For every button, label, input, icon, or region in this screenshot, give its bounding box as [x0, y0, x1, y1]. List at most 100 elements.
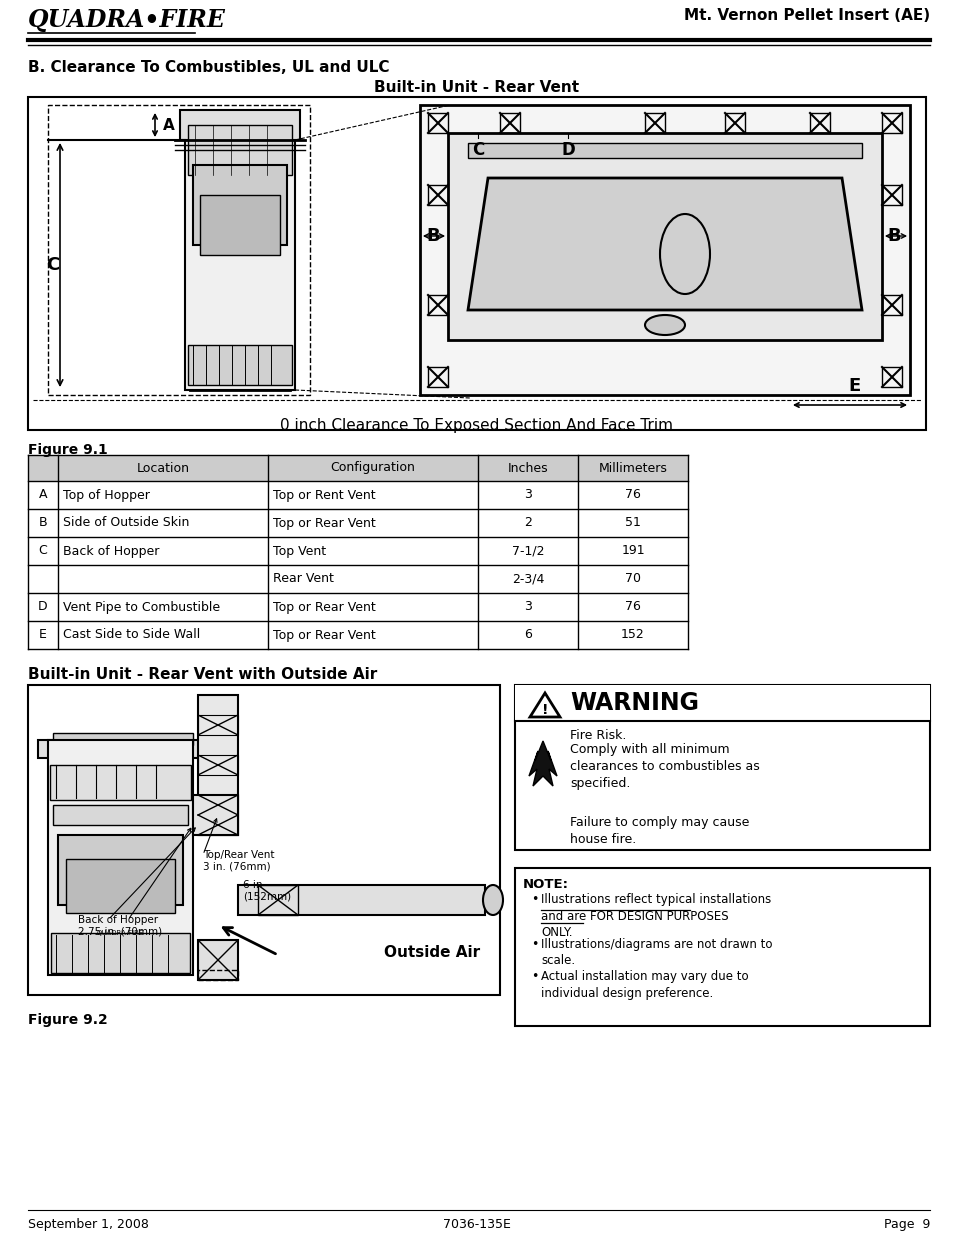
- Bar: [515, 685, 929, 721]
- Text: Illustrations/diagrams are not drawn to
scale.: Illustrations/diagrams are not drawn to …: [540, 939, 772, 967]
- Text: Location: Location: [136, 462, 190, 474]
- Text: 51: 51: [624, 516, 640, 530]
- Text: Millimeters: Millimeters: [598, 462, 667, 474]
- Bar: [193, 795, 237, 835]
- Text: Top or Rear Vent: Top or Rear Vent: [273, 516, 375, 530]
- Bar: [499, 112, 519, 133]
- Text: Top of Hopper: Top of Hopper: [63, 489, 150, 501]
- Bar: [28, 593, 687, 621]
- Bar: [515, 868, 929, 1026]
- Text: Inches: Inches: [507, 462, 548, 474]
- Bar: [50, 764, 191, 800]
- Bar: [198, 695, 237, 835]
- Bar: [882, 185, 901, 205]
- Bar: [53, 734, 193, 745]
- Text: A: A: [39, 489, 48, 501]
- Text: B. Clearance To Combustibles, UL and ULC: B. Clearance To Combustibles, UL and ULC: [28, 61, 389, 75]
- Text: Rear Vent: Rear Vent: [273, 573, 334, 585]
- Bar: [58, 835, 183, 905]
- Bar: [28, 509, 687, 537]
- Text: C: C: [46, 256, 59, 274]
- Text: WARNING: WARNING: [569, 692, 699, 715]
- Bar: [180, 110, 299, 140]
- Polygon shape: [468, 178, 862, 310]
- Bar: [28, 98, 925, 430]
- Bar: [188, 345, 292, 385]
- Text: Figure 9.2: Figure 9.2: [28, 1013, 108, 1028]
- Bar: [28, 454, 687, 480]
- Bar: [198, 969, 237, 981]
- Text: 7-1/2: 7-1/2: [511, 545, 543, 557]
- Text: •: •: [531, 939, 537, 951]
- Bar: [428, 295, 448, 315]
- Bar: [198, 940, 237, 981]
- Bar: [28, 685, 499, 995]
- Bar: [644, 112, 664, 133]
- Text: 70: 70: [624, 573, 640, 585]
- Text: 3: 3: [523, 600, 532, 614]
- Text: Outside Air: Outside Air: [383, 945, 479, 960]
- Text: E: E: [848, 377, 861, 395]
- Bar: [188, 125, 292, 175]
- Text: 6: 6: [523, 629, 532, 641]
- Text: Fire Risk.: Fire Risk.: [569, 729, 626, 742]
- Bar: [198, 755, 237, 776]
- Text: Configuration: Configuration: [331, 462, 415, 474]
- Text: 6 in
(152mm): 6 in (152mm): [243, 881, 291, 902]
- Text: 76: 76: [624, 489, 640, 501]
- Bar: [724, 112, 744, 133]
- Bar: [38, 740, 208, 758]
- Text: Top or Rear Vent: Top or Rear Vent: [273, 629, 375, 641]
- Bar: [428, 185, 448, 205]
- Text: Page  9: Page 9: [882, 1218, 929, 1231]
- Text: E: E: [39, 629, 47, 641]
- Bar: [882, 295, 901, 315]
- Bar: [48, 740, 193, 974]
- Bar: [257, 885, 297, 915]
- Bar: [28, 564, 687, 593]
- Bar: [198, 795, 237, 815]
- Text: Side of Outside Skin: Side of Outside Skin: [63, 516, 190, 530]
- Text: C: C: [38, 545, 48, 557]
- Text: Top Vent: Top Vent: [273, 545, 326, 557]
- Text: Built-in Unit - Rear Vent: Built-in Unit - Rear Vent: [374, 80, 579, 95]
- Bar: [882, 367, 901, 387]
- Text: 3: 3: [523, 489, 532, 501]
- Text: Top or Rent Vent: Top or Rent Vent: [273, 489, 375, 501]
- Text: 0 inch Clearance To Exposed Section And Face Trim: 0 inch Clearance To Exposed Section And …: [280, 417, 673, 433]
- Bar: [515, 685, 929, 850]
- Text: Back of Hopper: Back of Hopper: [63, 545, 159, 557]
- Text: 7036-135E: 7036-135E: [442, 1218, 511, 1231]
- Bar: [48, 105, 310, 395]
- Bar: [882, 112, 901, 133]
- Text: QUADRA-FIRE: QUADRA-FIRE: [96, 930, 144, 936]
- Polygon shape: [529, 741, 557, 785]
- Text: 76: 76: [624, 600, 640, 614]
- Bar: [66, 860, 174, 913]
- Bar: [198, 715, 237, 735]
- Bar: [468, 143, 862, 158]
- Bar: [193, 165, 287, 245]
- Polygon shape: [530, 693, 559, 718]
- Text: Back of Hopper
2.75 in. (70mm): Back of Hopper 2.75 in. (70mm): [78, 915, 162, 936]
- Text: 191: 191: [620, 545, 644, 557]
- Text: Built-in Unit - Rear Vent with Outside Air: Built-in Unit - Rear Vent with Outside A…: [28, 667, 376, 682]
- Text: B: B: [886, 227, 900, 245]
- Bar: [419, 105, 909, 395]
- Text: 2: 2: [523, 516, 532, 530]
- Text: D: D: [38, 600, 48, 614]
- Text: B: B: [39, 516, 48, 530]
- Text: Vent Pipe to Combustible: Vent Pipe to Combustible: [63, 600, 220, 614]
- Ellipse shape: [482, 885, 502, 915]
- Text: •: •: [531, 893, 537, 906]
- Text: C: C: [472, 141, 483, 159]
- Text: NOTE:: NOTE:: [522, 878, 568, 890]
- Text: A: A: [163, 117, 174, 132]
- Text: Figure 9.1: Figure 9.1: [28, 443, 108, 457]
- Bar: [198, 815, 237, 835]
- Bar: [237, 885, 484, 915]
- Text: Cast Side to Side Wall: Cast Side to Side Wall: [63, 629, 200, 641]
- Bar: [200, 195, 280, 254]
- Text: Comply with all minimum
clearances to combustibles as
specified.: Comply with all minimum clearances to co…: [569, 743, 759, 790]
- Text: •: •: [531, 969, 537, 983]
